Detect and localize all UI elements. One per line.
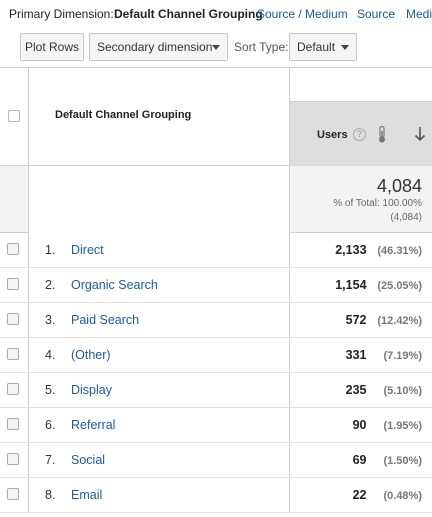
row-checkbox[interactable] [7, 278, 19, 290]
table-row: 7. Social 69 (1.50%) [0, 443, 432, 478]
dimension-column-header[interactable]: Default Channel Grouping [29, 68, 290, 166]
row-dimension-link[interactable]: (Other) [71, 348, 111, 362]
row-users-value: 572 [345, 313, 367, 327]
row-users-value: 1,154 [335, 278, 367, 292]
row-dimension-link[interactable]: Social [71, 453, 106, 467]
row-index: 1. [45, 243, 56, 257]
sort-type-dropdown[interactable]: Default [289, 33, 357, 61]
row-users-pct: (0.48%) [383, 490, 422, 502]
table-row: 1. Direct 2,133 (46.31%) [0, 233, 432, 268]
row-users-value: 2,133 [335, 243, 367, 257]
row-index: 2. [45, 278, 56, 292]
table-row: 2. Organic Search 1,154 (25.05%) [0, 268, 432, 303]
primary-dimension-selected: Default Channel Grouping [114, 7, 263, 21]
secondary-dimension-label: Secondary dimension [97, 40, 213, 54]
primary-dimension-bar: Primary Dimension: Default Channel Group… [0, 0, 432, 28]
primary-dimension-label: Primary Dimension: [9, 7, 114, 21]
row-dimension-link[interactable]: Direct [71, 243, 104, 257]
row-index: 8. [45, 488, 56, 502]
summary-check-cell [0, 166, 29, 233]
dimension-option-medium[interactable]: Medi [406, 7, 432, 21]
row-users-pct: (1.50%) [383, 455, 422, 467]
users-column-header[interactable]: Users ? [290, 102, 432, 166]
row-users-pct: (25.05%) [377, 280, 422, 292]
chevron-down-icon [212, 45, 220, 50]
row-users-value: 90 [352, 418, 367, 432]
row-users-pct: (12.42%) [377, 315, 422, 327]
row-users-pct: (46.31%) [377, 245, 422, 257]
sort-type-label: Sort Type: [234, 40, 289, 54]
table-toolbar: Plot Rows Secondary dimension Sort Type:… [0, 30, 432, 64]
row-users-pct: (1.95%) [383, 420, 422, 432]
users-column-label: Users [317, 129, 348, 141]
sort-type-value: Default [297, 40, 336, 54]
row-checkbox[interactable] [7, 348, 19, 360]
secondary-dimension-dropdown[interactable]: Secondary dimension [89, 33, 228, 61]
data-table: Default Channel Grouping Users ? 4,084 %… [0, 67, 432, 513]
row-checkbox[interactable] [7, 383, 19, 395]
table-row: 3. Paid Search 572 (12.42%) [0, 303, 432, 338]
select-all-cell [0, 68, 29, 166]
row-dimension-link[interactable]: Referral [71, 418, 116, 432]
table-row: 5. Display 235 (5.10%) [0, 373, 432, 408]
select-all-checkbox[interactable] [8, 110, 20, 122]
row-users-value: 331 [345, 348, 367, 362]
row-checkbox[interactable] [7, 243, 19, 255]
row-dimension-link[interactable]: Paid Search [71, 313, 140, 327]
row-index: 3. [45, 313, 56, 327]
row-users-value: 235 [345, 383, 367, 397]
dimension-option-source-medium[interactable]: Source / Medium [257, 7, 348, 21]
table-row: 8. Email 22 (0.48%) [0, 478, 432, 513]
row-checkbox[interactable] [7, 453, 19, 465]
row-index: 6. [45, 418, 56, 432]
row-dimension-link[interactable]: Email [71, 488, 103, 502]
users-pct-detail: (4,084) [390, 212, 422, 223]
chevron-down-icon [341, 45, 349, 50]
dimension-option-source[interactable]: Source [357, 7, 396, 21]
row-users-value: 69 [352, 453, 367, 467]
row-checkbox[interactable] [7, 418, 19, 430]
summary-users-cell: 4,084 % of Total: 100.00% (4,084) [290, 166, 432, 233]
plot-rows-button[interactable]: Plot Rows [20, 33, 84, 61]
row-checkbox[interactable] [7, 313, 19, 325]
row-index: 5. [45, 383, 56, 397]
users-total: 4,084 [376, 176, 422, 196]
row-users-pct: (7.19%) [383, 350, 422, 362]
row-dimension-link[interactable]: Display [71, 383, 112, 397]
row-users-pct: (5.10%) [383, 385, 422, 397]
row-index: 7. [45, 453, 56, 467]
users-pct-of-total: % of Total: 100.00% [333, 198, 422, 209]
row-users-value: 22 [352, 488, 367, 502]
summary-dimension-cell [29, 166, 290, 233]
row-dimension-link[interactable]: Organic Search [71, 278, 158, 292]
table-row: 4. (Other) 331 (7.19%) [0, 338, 432, 373]
row-index: 4. [45, 348, 56, 362]
thermometer-icon [379, 126, 385, 143]
summary-row: 4,084 % of Total: 100.00% (4,084) [0, 166, 432, 233]
table-header: Default Channel Grouping Users ? [0, 68, 432, 166]
row-checkbox[interactable] [7, 488, 19, 500]
metric-group-header [290, 68, 432, 102]
question-icon[interactable]: ? [353, 128, 366, 141]
arrow-down-icon[interactable] [414, 126, 426, 142]
table-row: 6. Referral 90 (1.95%) [0, 408, 432, 443]
